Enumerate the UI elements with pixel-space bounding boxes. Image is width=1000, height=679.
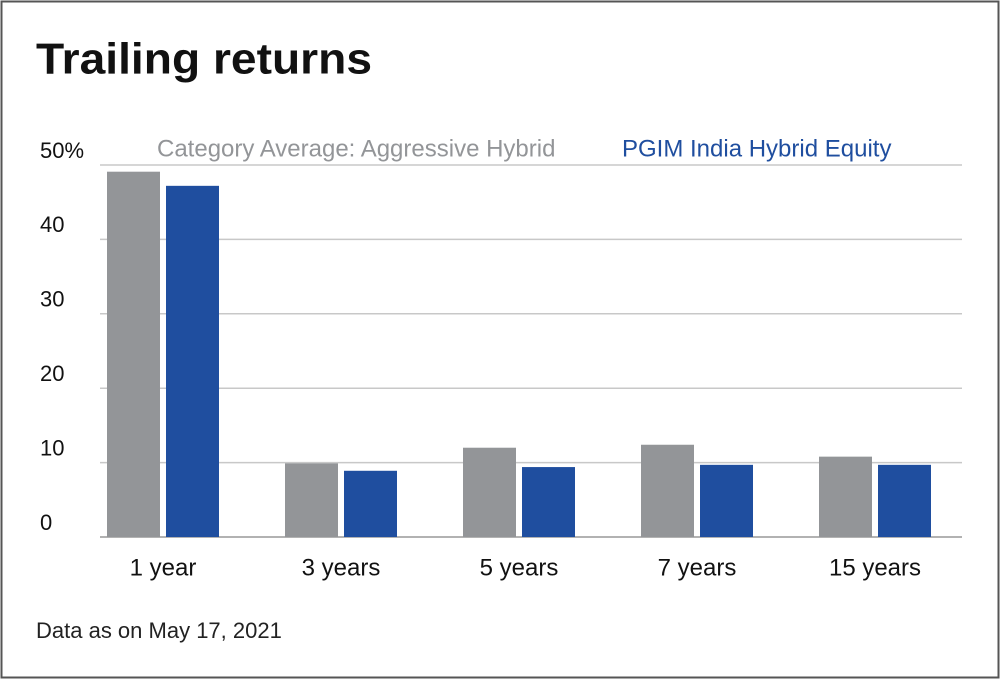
note: Data as on May 17, 2021 [36, 618, 282, 643]
bar [107, 171, 160, 538]
bar [700, 464, 753, 537]
chart-title: Trailing returns [36, 35, 372, 84]
bar [285, 463, 338, 537]
bar [463, 447, 516, 537]
x-tick-label: 15 years [829, 554, 921, 581]
legend-entry: Category Average: Aggressive Hybrid [157, 135, 555, 162]
bar [641, 444, 694, 537]
bar [878, 464, 931, 537]
x-tick-label: 3 years [302, 554, 381, 581]
legend-entry: PGIM India Hybrid Equity [622, 135, 891, 162]
y-tick-label: 40 [40, 212, 64, 237]
y-tick-label: 50% [40, 138, 84, 163]
x-tick-label: 5 years [480, 554, 559, 581]
bar [819, 456, 872, 537]
y-tick-label: 0 [40, 510, 52, 535]
y-tick-label: 20 [40, 361, 64, 386]
bar [344, 470, 397, 537]
bar [166, 185, 219, 537]
y-tick-label: 10 [40, 435, 64, 460]
y-tick-label: 30 [40, 287, 64, 312]
x-tick-label: 7 years [658, 554, 737, 581]
bar [522, 467, 575, 537]
x-tick-label: 1 year [130, 554, 197, 581]
